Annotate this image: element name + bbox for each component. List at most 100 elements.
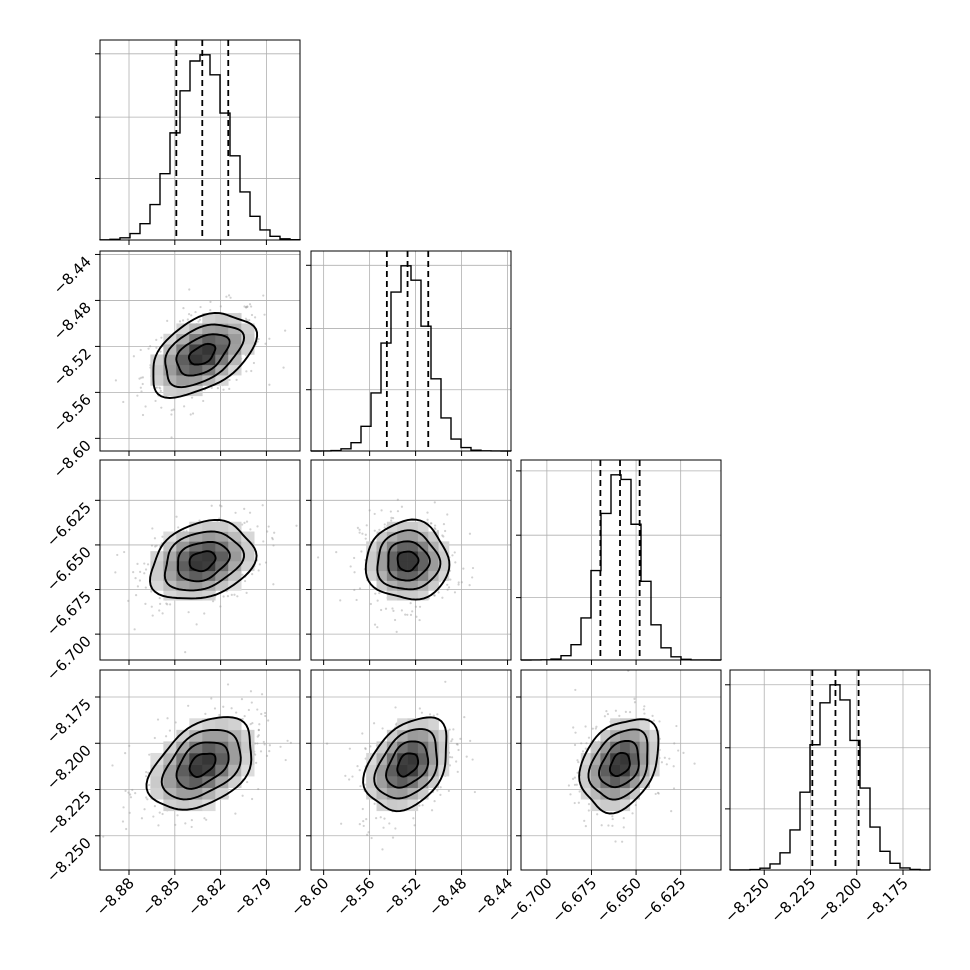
sample-point (146, 798, 149, 801)
sample-point (624, 710, 627, 713)
density-cell (241, 764, 255, 777)
density-cell (600, 799, 611, 812)
sample-point (268, 383, 271, 386)
density-cell (397, 541, 408, 552)
sample-point (158, 386, 161, 389)
density-cell (189, 570, 203, 581)
sample-point (360, 550, 363, 553)
sample-point (356, 526, 359, 530)
panel-3-3 (516, 459, 722, 665)
sample-point (426, 511, 429, 514)
density-cell (189, 521, 203, 532)
density-cell (620, 752, 631, 765)
sample-point (631, 812, 634, 815)
panel-4-2: −8.60 −8.56 −8.52 −8.48 −8.44 (287, 669, 516, 919)
sample-point (361, 807, 364, 811)
sample-point (210, 697, 213, 700)
sample-point (203, 612, 206, 615)
sample-point (463, 716, 466, 719)
density-cell (176, 741, 190, 754)
density-cell (407, 752, 419, 765)
density-cell (228, 776, 242, 788)
density-cell (417, 787, 429, 800)
sample-point (614, 709, 617, 712)
sample-point (622, 817, 625, 820)
sample-point (168, 729, 171, 732)
sample-point (418, 804, 421, 807)
sample-point (159, 389, 162, 393)
sample-point (228, 378, 231, 382)
x-tick-label: −8.85 (138, 874, 183, 919)
density-cell (176, 729, 190, 742)
sample-point (222, 595, 225, 598)
sample-point (219, 305, 222, 308)
sample-point (246, 780, 249, 784)
sample-point (245, 306, 248, 309)
density-cell (376, 741, 388, 754)
sample-point (267, 719, 270, 722)
density-cell (590, 787, 601, 800)
sample-point (141, 382, 144, 386)
sample-point (144, 602, 147, 606)
density-cell (228, 333, 242, 345)
sample-point (605, 710, 608, 713)
density-cell (150, 570, 164, 581)
density-cell (620, 799, 631, 812)
density-cell (428, 541, 439, 552)
density-cell (215, 776, 229, 788)
sample-point (262, 740, 265, 744)
sample-point (129, 793, 132, 796)
sample-point (462, 567, 465, 570)
density-cell (202, 741, 216, 754)
density-cell (386, 776, 398, 788)
sample-point (170, 409, 173, 412)
density-cell (438, 560, 450, 572)
sample-point (364, 747, 367, 751)
sample-point (583, 819, 586, 822)
density-cell (215, 531, 229, 542)
sample-point (210, 386, 213, 389)
sample-point (147, 771, 150, 774)
density-cell (215, 580, 229, 591)
sample-point (383, 523, 386, 526)
sample-point (473, 790, 476, 794)
sample-point (587, 736, 591, 739)
sample-point (595, 725, 598, 728)
sample-point (139, 570, 142, 573)
sample-point (143, 562, 146, 565)
sample-point (578, 790, 581, 793)
density-cell (215, 323, 229, 335)
sample-point (184, 650, 187, 654)
sample-point (128, 744, 131, 747)
sample-point (400, 505, 404, 508)
sample-point (618, 714, 621, 717)
sample-point (268, 744, 271, 747)
density-cell (163, 776, 177, 788)
density-cell (428, 580, 439, 591)
sample-point (143, 808, 146, 811)
contour-level-2 (164, 323, 246, 389)
sample-point (140, 376, 143, 379)
density-cell (386, 531, 398, 542)
density-cell (386, 787, 398, 800)
sample-point (359, 785, 362, 788)
sample-point (114, 571, 117, 574)
sample-point (244, 305, 247, 309)
sample-point (413, 824, 416, 827)
sample-point (391, 607, 394, 610)
sample-point (429, 522, 432, 525)
density-cell (176, 333, 190, 345)
sample-point (384, 607, 388, 610)
density-cell (610, 799, 621, 812)
sample-point (136, 585, 140, 588)
density-cell (163, 590, 177, 601)
sample-point (378, 591, 381, 595)
sample-point (574, 731, 577, 734)
sample-point (379, 816, 382, 819)
sample-point (382, 826, 385, 829)
density-cell (189, 354, 203, 366)
sample-point (199, 305, 202, 309)
density-cell (407, 551, 419, 562)
density-cell (407, 741, 419, 754)
sample-point (432, 714, 435, 717)
